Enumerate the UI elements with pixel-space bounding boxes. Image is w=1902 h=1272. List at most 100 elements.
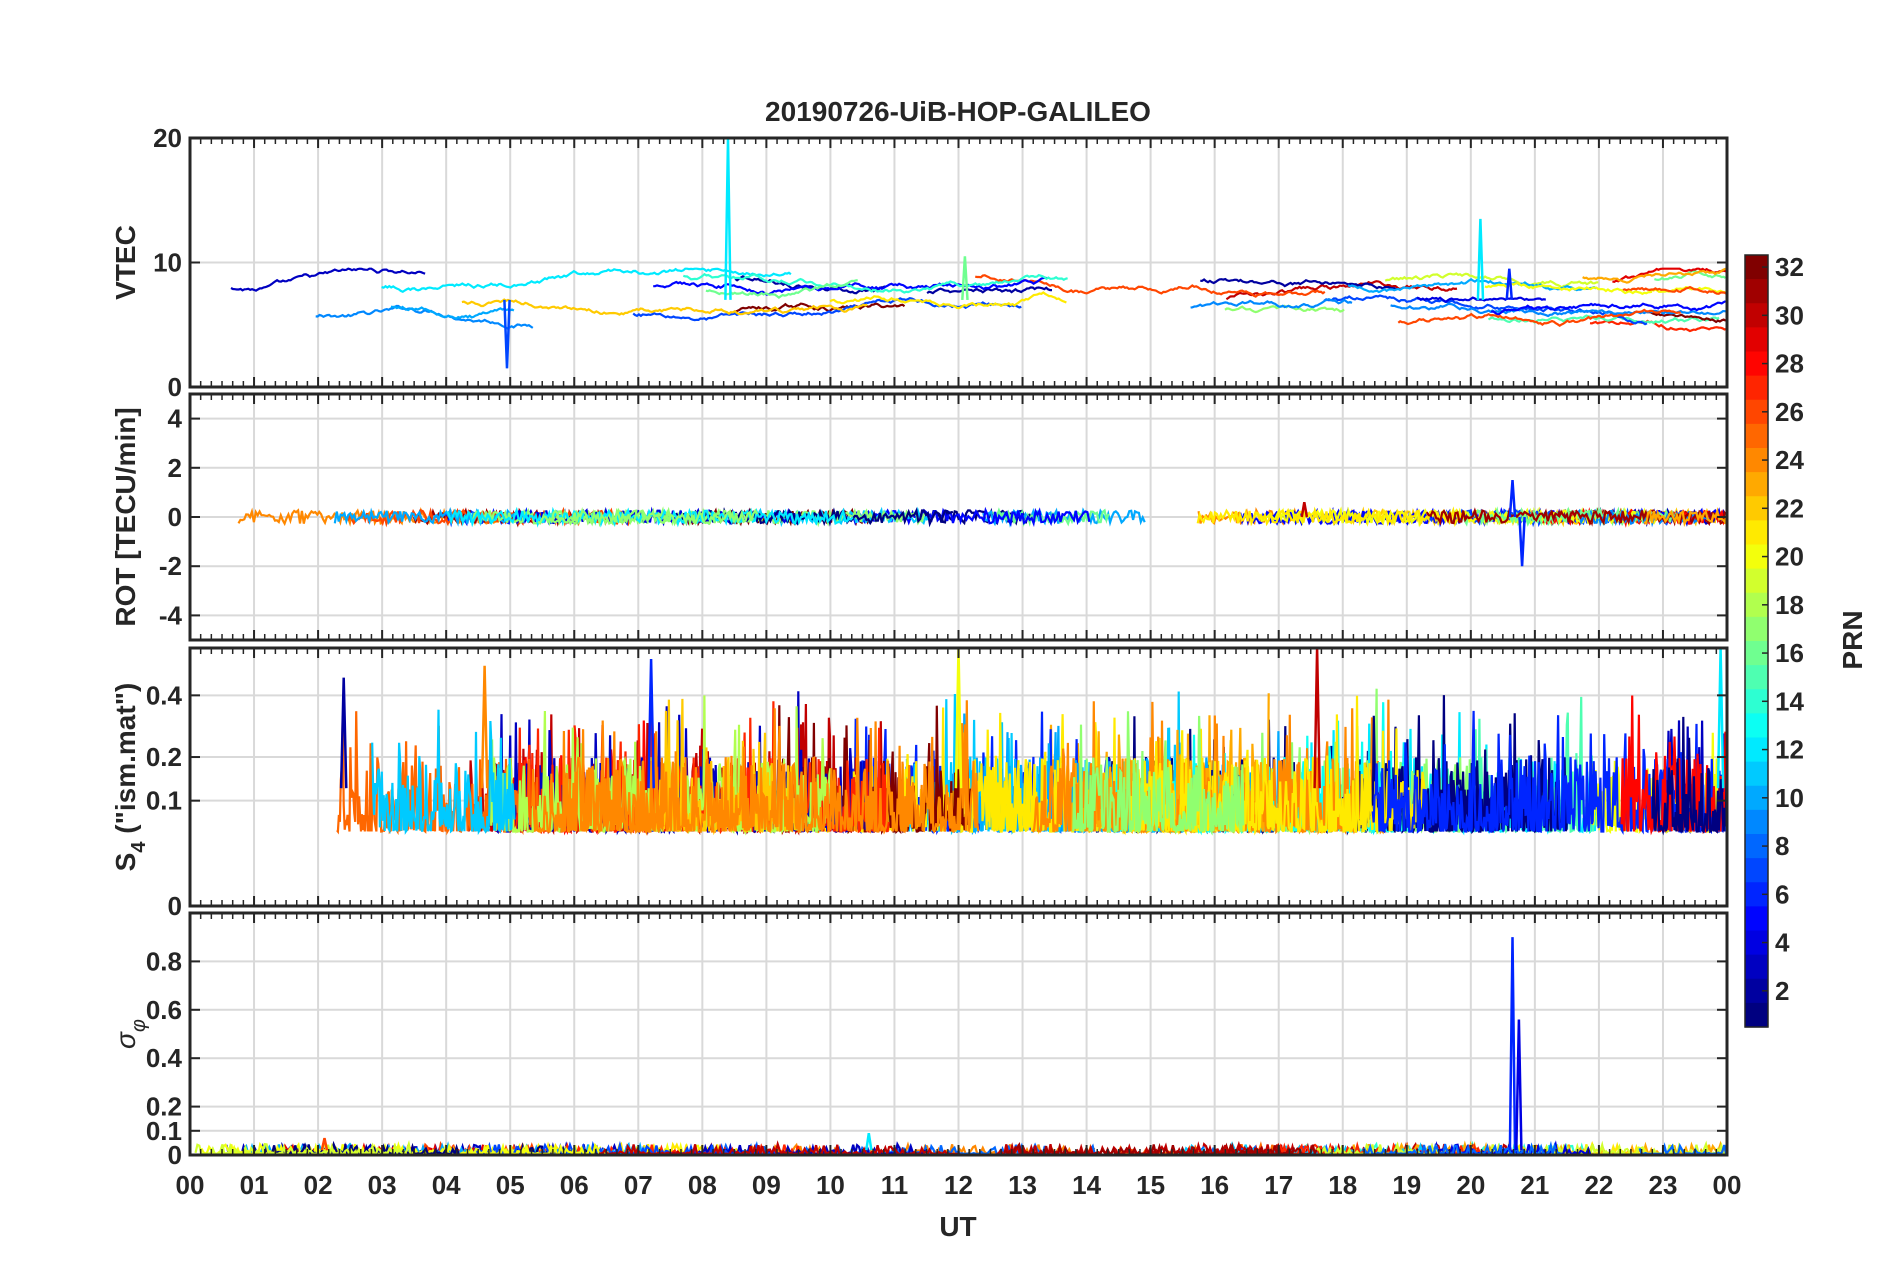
x-tick-label: 18 [1328,1170,1357,1200]
colorbar-tick-label: 24 [1775,445,1804,475]
colorbar-tick-label: 22 [1775,493,1804,523]
x-tick-label: 12 [944,1170,973,1200]
x-tick-label: 05 [496,1170,525,1200]
ticks-vtec [189,137,1728,388]
series-line [734,274,886,295]
x-tick-label: 00 [1713,1170,1742,1200]
colorbar-tick-label: 16 [1775,638,1804,668]
feature-spike [480,665,489,789]
colorbar-tick-label: 28 [1775,349,1804,379]
colorbar-tick-label: 8 [1775,831,1789,861]
series-line [1384,272,1599,289]
y-tick-label: -2 [159,551,182,581]
series-line [371,709,516,836]
series-line [1646,311,1727,324]
y-tick-label: 0.4 [146,680,183,710]
x-tick-label: 03 [368,1170,397,1200]
colorbar-swatch [1745,616,1768,642]
ticks-sigma_phi [189,913,1728,1156]
feature-spike [1505,268,1514,301]
series-line [230,267,426,292]
x-tick-label: 21 [1520,1170,1549,1200]
colorbar-swatch [1745,785,1768,811]
series-line [1323,294,1648,326]
colorbar-swatch [1745,279,1768,304]
colorbar-swatch [1745,641,1768,666]
series-s4 [336,648,1727,836]
series-line [1487,314,1720,325]
feature-spike [1716,648,1725,789]
series-line [1622,285,1727,295]
colorbar-swatch [1745,496,1768,521]
x-tick-label: 09 [752,1170,781,1200]
y-tick-label: -4 [159,600,183,630]
series-line [1620,695,1727,836]
colorbar-tick-label: 20 [1775,542,1804,572]
y-tick-label: 0 [168,502,182,532]
feature-spike [724,138,732,300]
feature-spike [1508,937,1517,1151]
y-tick-label: 0.1 [146,786,182,816]
ticks-rot [189,394,1728,640]
y-axis-label: S4 ("ism.mat") [110,683,150,872]
colorbar-tick-label: 6 [1775,879,1789,909]
series-line [1484,281,1653,296]
x-tick-label: 11 [881,1170,909,1200]
series-rot [237,480,1727,567]
y-axis-label: ROT [TECU/min] [110,407,141,626]
series-line [1200,277,1397,291]
panel-vtec: 0 10 20 VTEC [110,123,1729,402]
panel-rot: -4 -2 0 2 4 ROT [TECU/min] [110,392,1729,642]
feature-spike [1518,516,1526,567]
x-tick-label: 01 [240,1170,269,1200]
y-tick-label: 2 [168,453,182,483]
chart-title: 20190726-UiB-HOP-GALILEO [765,96,1151,127]
colorbar-swatch [1745,689,1768,714]
colorbar-swatch [1745,399,1768,425]
feature-spike [320,1137,329,1151]
y-tick-label: 0.2 [146,742,182,772]
y-tick-label: 0.2 [146,1092,182,1122]
series-line [829,291,1067,310]
feature-spike [1300,501,1309,518]
x-tick-label: 23 [1648,1170,1677,1200]
series-line [1371,710,1727,836]
colorbar-swatch [1745,448,1768,473]
y-axis-label: σφ [110,1019,150,1049]
series-line [1225,280,1458,301]
colorbar-swatch [1745,834,1768,859]
colorbar-swatch [1745,375,1768,401]
colorbar-swatch [1745,255,1768,280]
y-tick-label: 0 [168,891,182,921]
x-tick-label: 00 [176,1170,205,1200]
colorbar-swatch [1745,906,1768,932]
colorbar-swatch [1745,303,1768,328]
colorbar-swatch [1745,761,1768,787]
feature-spike [1476,218,1485,300]
x-axis-label: UT [939,1211,976,1242]
colorbar-swatch [1745,472,1768,497]
series-line [531,729,665,835]
series-vtec [230,138,1727,369]
colorbar-tick-label: 32 [1775,252,1804,282]
series-line [975,274,1326,298]
colorbar-tick-label: 30 [1775,300,1804,330]
y-axis-label: VTEC [110,225,141,300]
colorbar-swatch [1745,954,1768,980]
x-tick-label: 16 [1200,1170,1229,1200]
series-line [1397,308,1681,328]
colorbar-tick-label: 12 [1775,735,1804,765]
x-tick-label: 10 [816,1170,845,1200]
series-line [381,267,792,294]
colorbar-swatch [1745,520,1768,546]
colorbar-tick-label: 2 [1775,976,1789,1006]
series-line [1612,267,1727,283]
colorbar-swatch [1745,713,1768,739]
series-line [1416,296,1546,304]
colorbar-swatch [1745,351,1768,377]
x-tick-label: 14 [1072,1170,1101,1200]
series-line [390,305,515,320]
